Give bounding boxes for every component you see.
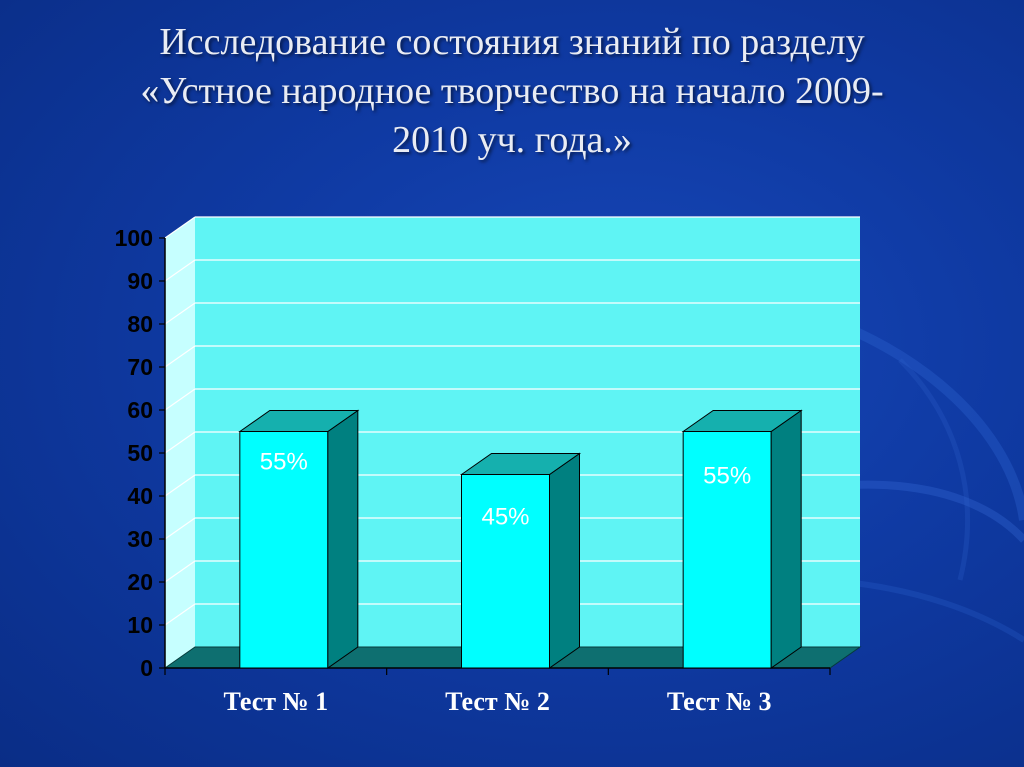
gridline-side (164, 216, 196, 239)
bar-1 (238, 409, 360, 669)
y-tick-label: 60 (127, 397, 153, 423)
data-label: 55% (260, 449, 308, 476)
bar-side (770, 409, 802, 669)
bar-2 (459, 452, 582, 669)
bar-front (239, 431, 329, 669)
data-label: 55% (703, 463, 751, 490)
gridline-side (164, 474, 196, 497)
gridline-side (164, 345, 196, 368)
bar-side (549, 452, 580, 669)
bar-front (461, 474, 550, 669)
y-tick-label: 90 (127, 268, 153, 294)
gridline-side (164, 259, 196, 282)
y-tick-label: 50 (127, 440, 153, 466)
bar-front (682, 431, 772, 669)
gridline-side (164, 302, 196, 325)
title-line-1: Исследование состояния знаний по разделу (159, 21, 865, 63)
data-label: 45% (481, 504, 529, 531)
slide-title: Исследование состояния знаний по разделу… (60, 18, 964, 165)
title-line-3: 2010 уч. года.» (392, 119, 632, 161)
y-tick-label: 20 (127, 569, 153, 595)
bar-top (681, 410, 803, 432)
gridline-side (164, 603, 196, 626)
y-tick-label: 10 (127, 612, 153, 638)
x-category-label: Тест № 1 (224, 687, 329, 716)
y-tick-label: 40 (127, 483, 153, 509)
gridline-side (164, 388, 196, 411)
bar-3 (681, 409, 803, 669)
bar-side (327, 409, 359, 669)
x-category-label: Тест № 2 (445, 687, 550, 716)
y-tick-label: 100 (115, 225, 153, 251)
y-tick-label: 80 (127, 311, 153, 337)
bar-top (459, 453, 582, 475)
gridline-side (164, 517, 196, 540)
y-tick-label: 70 (127, 354, 153, 380)
x-category-label: Тест № 3 (667, 687, 772, 716)
y-tick-label: 30 (127, 526, 153, 552)
y-tick-label: 0 (140, 655, 153, 681)
bar-top (238, 410, 360, 432)
gridline-side (164, 560, 196, 583)
title-line-2: «Устное народное творчество на начало 20… (140, 70, 884, 112)
gridline-side (164, 431, 196, 454)
